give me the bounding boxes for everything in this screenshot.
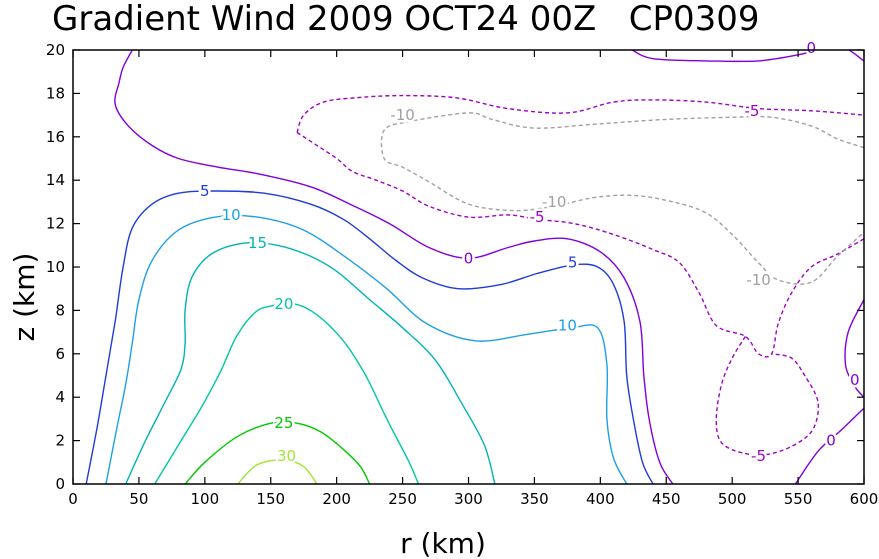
contour-label-neg10-13-0: -10 xyxy=(390,106,415,124)
y-tick-label: 12 xyxy=(46,215,65,233)
y-tick-label: 10 xyxy=(46,258,65,276)
contour-line-0-6 xyxy=(114,50,674,484)
contour-label-25-1-0: 25 xyxy=(274,414,293,432)
y-tick-label: 14 xyxy=(46,171,65,189)
x-tick-label: 450 xyxy=(652,490,681,508)
contour-line-20-2 xyxy=(154,302,420,484)
contour-line-25-1 xyxy=(184,421,371,484)
y-tick-label: 16 xyxy=(46,128,65,146)
y-tick-label: 8 xyxy=(55,301,65,319)
contour-label-neg10-13-1: -10 xyxy=(542,193,567,211)
contour-label-5-5-0: 5 xyxy=(200,182,210,200)
contour-label-neg5-10-0: -5 xyxy=(744,102,759,120)
contour-label-0-8-0: 0 xyxy=(850,371,860,389)
contour-line-0-9 xyxy=(794,407,864,484)
contour-line-0-8 xyxy=(844,299,864,398)
contour-label-neg5-12-0: -5 xyxy=(751,447,766,465)
y-tick-label: 0 xyxy=(55,475,65,493)
x-tick-label: 350 xyxy=(520,490,549,508)
x-tick-label: 600 xyxy=(850,490,879,508)
contour-line-neg5-12 xyxy=(715,336,820,456)
contour-line-10-4 xyxy=(105,214,628,484)
contour-label-30-0-0: 30 xyxy=(277,447,296,465)
contour-line-5-5 xyxy=(85,190,654,484)
x-tick-label: 550 xyxy=(784,490,813,508)
x-axis-ticks: 0 50 100 150 200 250 300 350 400 450 500 550 600 xyxy=(68,50,878,508)
contour-label-15-3-0: 15 xyxy=(248,234,267,252)
x-tick-label: 100 xyxy=(191,490,220,508)
contour-line-30-0 xyxy=(237,459,318,484)
contour-line-15-3 xyxy=(125,241,496,484)
contour-label-0-9-0: 0 xyxy=(826,432,836,450)
contour-line-neg5-10 xyxy=(296,94,864,133)
contour-label-neg10-13-2: -10 xyxy=(746,271,771,289)
x-tick-label: 500 xyxy=(718,490,747,508)
x-axis-label: r (km) xyxy=(400,527,486,559)
x-tick-label: 400 xyxy=(586,490,615,508)
y-axis-ticks: 0 2 4 6 8 10 12 14 16 18 20 xyxy=(46,41,864,493)
contour-lines xyxy=(85,50,864,484)
contour-label-20-2-0: 20 xyxy=(274,295,293,313)
contour-label-neg5-11-0: -5 xyxy=(530,208,545,226)
contour-label-0-7-0: 0 xyxy=(806,39,816,57)
chart-title: Gradient Wind 2009 OCT24 00Z CP0309 xyxy=(52,0,759,39)
y-tick-label: 4 xyxy=(55,388,65,406)
contour-label-0-6-0: 0 xyxy=(464,249,474,267)
contour-line-neg5-11 xyxy=(296,131,864,358)
contour-line-0-7 xyxy=(631,50,864,63)
contour-label-10-4-0: 10 xyxy=(222,206,241,224)
x-tick-label: 0 xyxy=(68,490,78,508)
y-tick-label: 2 xyxy=(55,432,65,450)
x-tick-label: 250 xyxy=(388,490,417,508)
y-tick-label: 20 xyxy=(46,41,65,59)
x-tick-label: 150 xyxy=(256,490,285,508)
x-tick-label: 300 xyxy=(454,490,483,508)
contour-label-5-5-1: 5 xyxy=(568,254,578,272)
y-tick-label: 6 xyxy=(55,345,65,363)
y-axis-label: z (km) xyxy=(8,253,41,342)
x-tick-label: 50 xyxy=(129,490,148,508)
y-tick-label: 18 xyxy=(46,84,65,102)
x-tick-label: 200 xyxy=(322,490,351,508)
contour-line-neg10-13 xyxy=(380,112,864,285)
contour-label-10-4-1: 10 xyxy=(558,317,577,335)
